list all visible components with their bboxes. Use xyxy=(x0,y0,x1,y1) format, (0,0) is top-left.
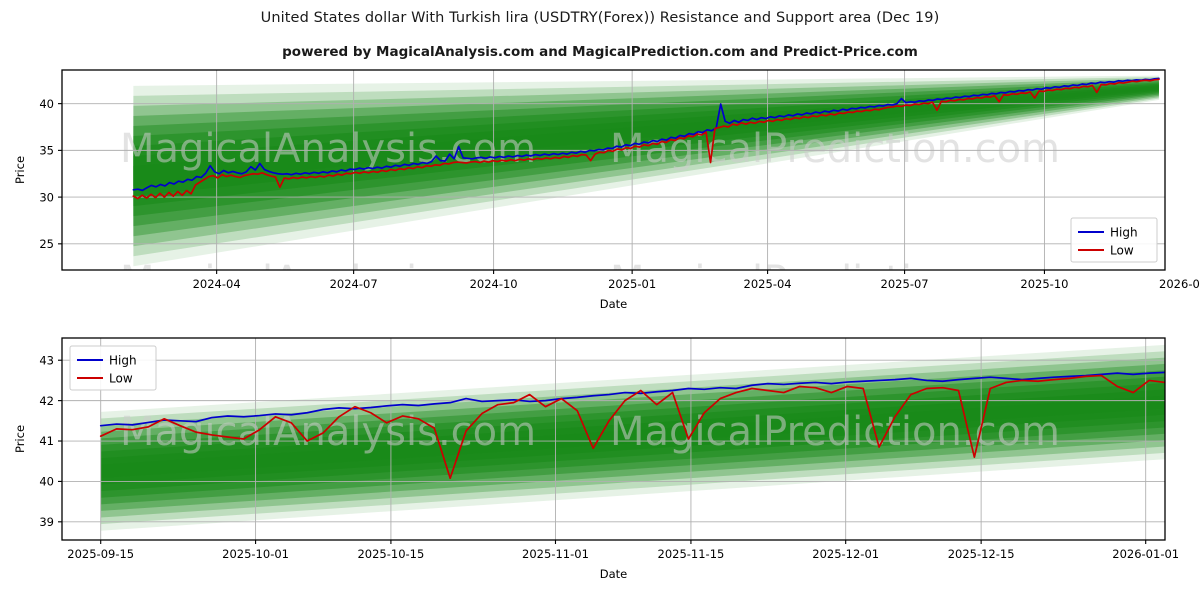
y-axis-label: Price xyxy=(13,425,27,453)
watermark: MagicalAnalysis.com xyxy=(120,258,536,304)
page-title: United States dollar With Turkish lira (… xyxy=(260,10,940,26)
watermark: MagicalAnalysis.com xyxy=(120,126,536,172)
chart-legend[interactable]: High Low xyxy=(69,345,157,391)
legend-label-high: High xyxy=(109,353,137,367)
x-tick-label: 2025-11-01 xyxy=(522,547,589,561)
plot-frame xyxy=(61,69,1166,271)
y-tick-label: 40 xyxy=(39,475,54,489)
watermark: MagicalAnalysis.com xyxy=(120,409,536,455)
watermark: MagicalPrediction.com xyxy=(610,126,1060,172)
plot-frame xyxy=(61,337,1166,541)
x-tick-label: 2024-07 xyxy=(330,277,378,291)
y-tick-label: 35 xyxy=(39,144,54,158)
y-tick-label: 39 xyxy=(39,515,54,529)
series-line-low xyxy=(132,78,1160,200)
x-tick-label: 2026-01-01 xyxy=(1112,547,1179,561)
x-tick-label: 2025-10 xyxy=(1020,277,1068,291)
legend-label-high: High xyxy=(1110,225,1138,239)
x-tick-label: 2025-04 xyxy=(744,277,792,291)
x-tick-label: 2025-10-01 xyxy=(222,547,289,561)
x-tick-label: 2025-12-01 xyxy=(812,547,879,561)
legend-label-low: Low xyxy=(109,371,133,385)
watermark: MagicalPrediction.com xyxy=(610,258,1060,304)
x-tick-label: 2025-10-15 xyxy=(357,547,424,561)
watermark: MagicalPrediction.com xyxy=(610,409,1060,455)
x-tick-label: 2025-09-15 xyxy=(67,547,134,561)
x-tick-label: 2024-10 xyxy=(470,277,518,291)
chart-legend[interactable]: High Low xyxy=(1070,217,1158,263)
y-axis-label: Price xyxy=(13,156,27,184)
x-tick-label: 2025-07 xyxy=(881,277,929,291)
series-line-high xyxy=(132,77,1160,192)
x-tick-label: 2025-12-15 xyxy=(948,547,1015,561)
x-tick-label: 2025-11-15 xyxy=(658,547,725,561)
legend-label-low: Low xyxy=(1110,243,1134,257)
y-tick-label: 40 xyxy=(39,97,54,111)
page-subtitle: powered by MagicalAnalysis.com and Magic… xyxy=(282,44,918,60)
support-resistance-band xyxy=(133,75,1159,267)
y-tick-label: 42 xyxy=(39,394,54,408)
x-tick-label: 2026-01 xyxy=(1159,277,1200,291)
detail-chart: MagicalAnalysis.com MagicalPrediction.com… xyxy=(13,337,1179,581)
x-axis-label: Date xyxy=(600,297,628,311)
y-tick-label: 30 xyxy=(39,190,54,204)
x-tick-label: 2025-01 xyxy=(608,277,656,291)
y-tick-label: 43 xyxy=(39,353,54,367)
overview-chart: MagicalAnalysis.com MagicalPrediction.com… xyxy=(13,69,1200,311)
x-axis-label: Date xyxy=(600,567,628,581)
series-line-high xyxy=(99,371,1165,427)
y-tick-label: 25 xyxy=(39,237,54,251)
y-tick-label: 41 xyxy=(39,434,54,448)
series-line-low xyxy=(99,374,1165,480)
x-tick-label: 2024-04 xyxy=(193,277,241,291)
